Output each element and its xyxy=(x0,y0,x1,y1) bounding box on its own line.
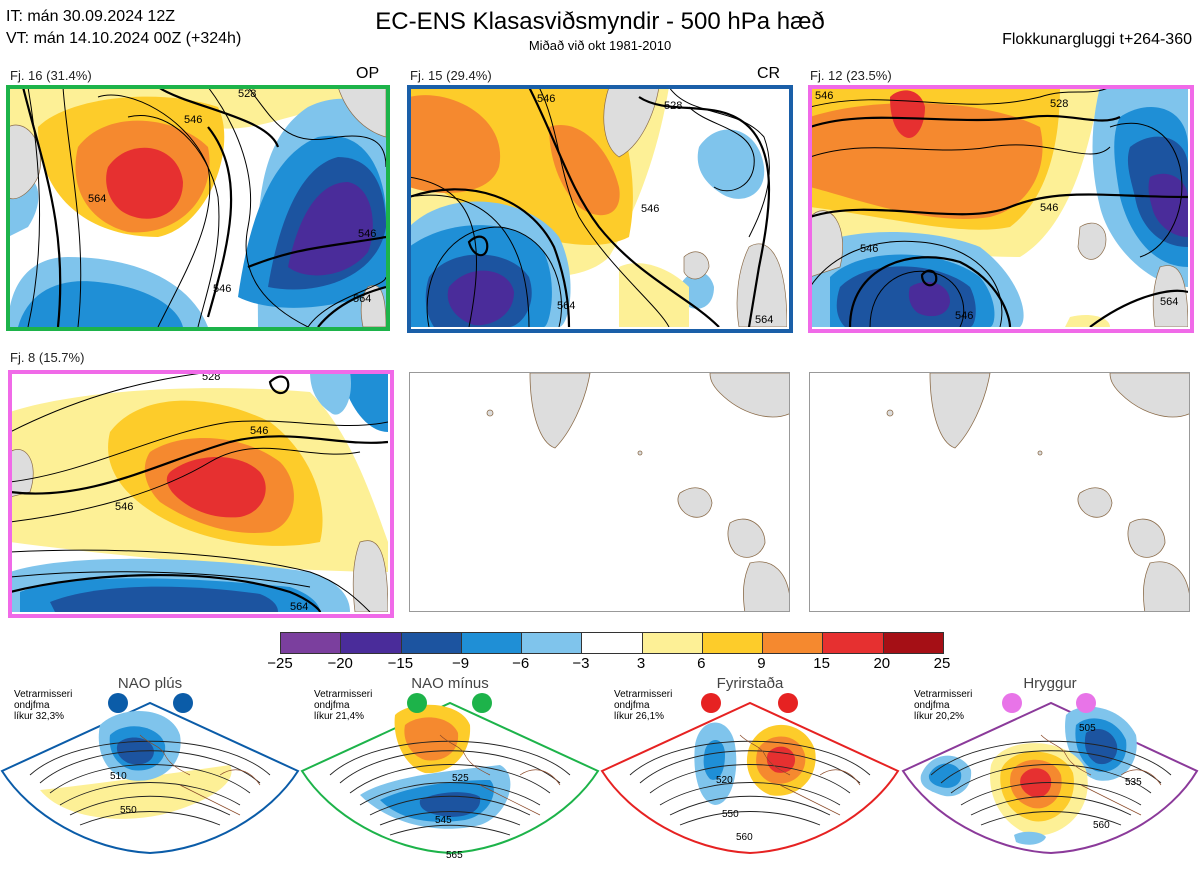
p3-label-5: 546 xyxy=(955,310,973,322)
panel-3-border xyxy=(808,85,1194,333)
colorbar-swatch-6 xyxy=(642,633,703,653)
regime-4-dot-left xyxy=(1002,693,1022,713)
regime-1-dot-right xyxy=(173,693,193,713)
colorbar-tick-8: 9 xyxy=(757,655,766,672)
p4-label-4: 564 xyxy=(290,601,308,612)
p1-label-2: 546 xyxy=(184,114,202,126)
p2-label-3: 546 xyxy=(641,203,659,215)
regime-4-title: Hryggur xyxy=(1023,675,1077,692)
regime-4-stat: Vetrarmisseri ondjfma líkur 20,2% xyxy=(914,689,973,722)
anomaly-colorbar xyxy=(280,632,944,654)
regime-3-title: Fyrirstaða xyxy=(716,675,784,692)
panel-4-label: Fj. 8 (15.7%) xyxy=(10,350,85,365)
p2-label-5: 564 xyxy=(755,314,773,326)
header-info: IT: mán 30.09.2024 12Z VT: mán 14.10.202… xyxy=(6,6,241,50)
colorbar-swatch-8 xyxy=(763,633,824,653)
cluster-map-1: 528 546 564 546 564 546 xyxy=(8,87,386,327)
colorbar-tick-5: −3 xyxy=(572,655,590,672)
p1-label-5: 564 xyxy=(353,293,371,305)
regime-2-label-1: 525 xyxy=(452,773,469,784)
regime-1-label-2: 550 xyxy=(120,805,137,816)
regime-2-stat: Vetrarmisseri ondjfma líkur 21,4% xyxy=(314,689,373,722)
empty-map-5 xyxy=(409,372,790,612)
p1-label-4: 546 xyxy=(213,283,231,295)
regime-2-title: NAO mínus xyxy=(411,675,489,692)
colorbar-tick-0: −25 xyxy=(267,655,293,672)
colorbar-swatch-9 xyxy=(823,633,884,653)
regime-3-dot-right xyxy=(778,693,798,713)
cluster-map-2: 546 528 546 564 564 xyxy=(409,87,787,327)
colorbar-swatch-7 xyxy=(702,633,764,653)
panel-3-label: Fj. 12 (23.5%) xyxy=(810,68,892,83)
regime-2-label-3: 565 xyxy=(446,850,463,861)
regime-blocking: Fyrirstaða Vetrarmisseri ondjfma líkur 2… xyxy=(600,675,900,871)
p4-label-1: 528 xyxy=(202,372,220,383)
regime-3-label-1: 520 xyxy=(716,775,733,786)
regime-ridge: Hryggur Vetrarmisseri ondjfma líkur 20,2… xyxy=(900,675,1200,871)
colorbar-tick-6: 3 xyxy=(636,655,646,672)
panel-1-tag: OP xyxy=(356,65,380,82)
colorbar-swatch-1 xyxy=(341,633,402,653)
colorbar-swatch-5 xyxy=(582,633,643,653)
p2-label-2: 528 xyxy=(664,100,682,112)
p1-label-6: 546 xyxy=(358,228,376,240)
colorbar-tick-7: 6 xyxy=(697,655,706,672)
regime-1-stat: Vetrarmisseri ondjfma líkur 32,3% xyxy=(14,689,73,722)
panel-2-label: Fj. 15 (29.4%) xyxy=(410,68,492,83)
colorbar-tick-3: −9 xyxy=(451,655,470,672)
regime-4-dot-right xyxy=(1076,693,1096,713)
p3-label-4: 546 xyxy=(860,243,878,255)
regime-3-label-3: 560 xyxy=(736,832,753,843)
panel-1-border xyxy=(6,85,390,331)
p1-label-3: 564 xyxy=(88,193,106,205)
regime-1-dot-left xyxy=(108,693,128,713)
valid-time: VT: mán 14.10.2024 00Z (+324h) xyxy=(6,30,242,47)
regime-3-label-2: 550 xyxy=(722,809,739,820)
regime-1-label-1: 510 xyxy=(110,771,127,782)
cluster-map-3: 546 528 546 546 546 564 xyxy=(810,87,1188,327)
p4-label-2: 546 xyxy=(250,425,268,437)
regime-2-label-2: 545 xyxy=(435,815,452,826)
regime-2-dot-right xyxy=(472,693,492,713)
panel-1-label: Fj. 16 (31.4%) xyxy=(10,68,92,83)
colorbar-swatch-0 xyxy=(281,633,342,653)
colorbar-swatch-10 xyxy=(883,633,943,653)
p3-label-1: 546 xyxy=(815,90,833,102)
empty-map-6 xyxy=(809,372,1190,612)
regime-3-stat: Vetrarmisseri ondjfma líkur 26,1% xyxy=(614,689,673,722)
colorbar-ticks: −25 −20 −15 −9 −6 −3 3 6 9 15 20 25 xyxy=(250,655,972,675)
regime-4-label-1: 505 xyxy=(1079,723,1096,734)
colorbar-tick-11: 25 xyxy=(933,655,951,672)
regime-1-title: NAO plús xyxy=(117,675,183,692)
p3-label-6: 564 xyxy=(1160,296,1178,308)
panel-4-border xyxy=(8,370,394,618)
p2-label-1: 546 xyxy=(537,93,555,105)
colorbar-tick-9: 15 xyxy=(813,655,830,672)
regime-4-label-3: 560 xyxy=(1093,820,1110,831)
panel-2-tag: CR xyxy=(757,65,781,82)
p3-label-2: 528 xyxy=(1050,98,1068,110)
regime-4-label-2: 535 xyxy=(1125,777,1142,788)
cluster-map-4: 528 546 546 564 xyxy=(10,372,388,612)
classification-window: Flokkunargluggi t+264-360 xyxy=(1002,31,1192,48)
page-title: EC-ENS Klasasviðsmyndir - 500 hPa hæð xyxy=(375,8,825,35)
colorbar-swatch-3 xyxy=(461,633,523,653)
panel-2-border xyxy=(407,85,793,333)
p2-label-4: 564 xyxy=(557,300,575,312)
colorbar-swatch-2 xyxy=(401,633,462,653)
colorbar-tick-4: −6 xyxy=(512,655,530,672)
page-subtitle: Miðað við okt 1981-2010 xyxy=(528,38,672,53)
initial-time: IT: mán 30.09.2024 12Z xyxy=(6,8,175,25)
regime-3-dot-left xyxy=(701,693,721,713)
regime-nao-minus: NAO mínus Vetrarmisseri ondjfma líkur 21… xyxy=(300,675,600,871)
colorbar-tick-2: −15 xyxy=(387,655,414,672)
p4-label-3: 546 xyxy=(115,501,133,513)
regime-nao-plus: NAO plús Vetrarmisseri ondjfma líkur 32,… xyxy=(0,675,300,871)
colorbar-tick-1: −20 xyxy=(327,655,353,672)
regime-2-dot-left xyxy=(407,693,427,713)
colorbar-swatch-4 xyxy=(522,633,583,653)
p3-label-3: 546 xyxy=(1040,202,1058,214)
colorbar-tick-10: 20 xyxy=(873,655,891,672)
p1-label-1: 528 xyxy=(238,88,256,100)
